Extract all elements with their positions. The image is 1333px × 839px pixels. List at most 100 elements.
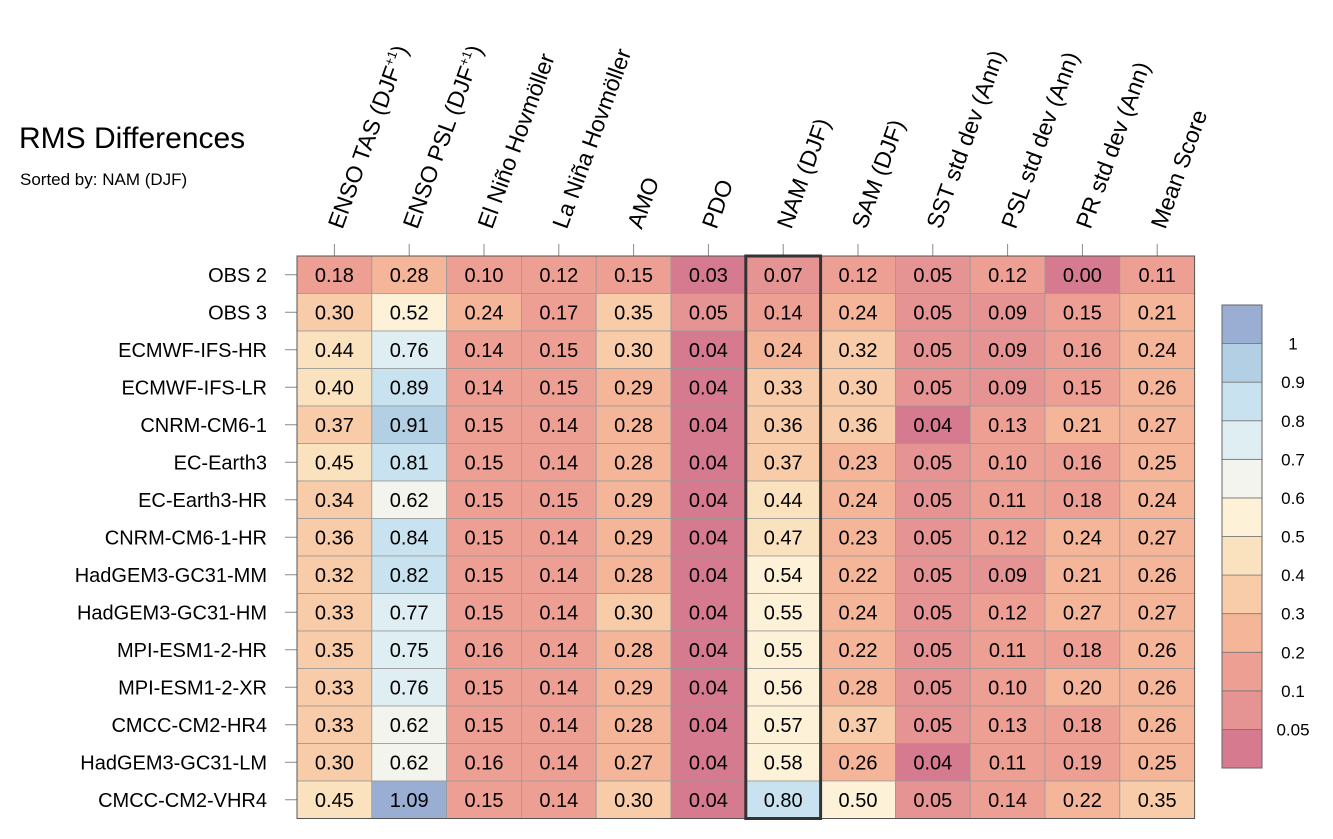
heatmap-cell — [745, 668, 821, 707]
cell-value: 0.05 — [913, 452, 952, 474]
colorbar-bin — [1221, 497, 1263, 537]
cell-value: 0.21 — [1063, 565, 1102, 587]
heatmap-cell — [446, 668, 522, 707]
heatmap-cell — [745, 255, 821, 294]
cell-value: 0.26 — [1138, 677, 1177, 699]
row-label: MPI-ESM1-2-HR — [117, 640, 267, 662]
heatmap-cell — [521, 518, 597, 557]
colorbar-bin — [1221, 420, 1263, 460]
cell-value: 0.15 — [465, 602, 504, 624]
cell-value: 0.04 — [689, 377, 728, 399]
cell-value: 0.22 — [839, 640, 878, 662]
colorbar-label: 0.05 — [1276, 720, 1309, 739]
cell-value: 0.55 — [764, 602, 803, 624]
cell-value: 0.27 — [1138, 602, 1177, 624]
heatmap-cell — [969, 705, 1046, 744]
heatmap-cell — [595, 368, 672, 407]
heatmap-cell — [595, 443, 672, 482]
heatmap-cell — [371, 593, 447, 632]
heatmap-cell — [1044, 630, 1121, 669]
heatmap-cell — [670, 293, 747, 332]
cell-value: 0.15 — [539, 490, 578, 512]
cell-value: 0.22 — [839, 565, 878, 587]
colorbar-bin — [1221, 536, 1263, 576]
cell-value: 0.14 — [539, 415, 578, 437]
heatmap-cell — [895, 518, 971, 557]
cell-value: 0.82 — [390, 565, 429, 587]
cell-value: 0.24 — [839, 602, 878, 624]
row-labels: OBS 2 OBS 3 ECMWF-IFS-HR ECMWF-IFS-LR CNRM-C… — [75, 265, 297, 812]
highlight-box — [744, 254, 823, 820]
cell-value: 0.26 — [839, 752, 878, 774]
cell-value: 0.36 — [839, 415, 878, 437]
colorbar-bin — [1221, 381, 1263, 422]
heatmap-cell — [296, 518, 373, 557]
heatmap-cell — [969, 668, 1046, 707]
colorbar-bin — [1221, 458, 1263, 499]
cell-value: 0.23 — [839, 452, 878, 474]
column-label-text: AMO — [622, 174, 664, 232]
cell-value: 0.57 — [764, 715, 803, 737]
cell-value: 0.16 — [465, 640, 504, 662]
cell-value: 0.30 — [315, 302, 354, 324]
cell-value: 0.24 — [1138, 340, 1177, 362]
cell-value: 0.03 — [689, 265, 728, 287]
heatmap-cell — [595, 330, 672, 369]
cell-value: 0.04 — [689, 640, 728, 662]
cell-value: 0.26 — [1138, 377, 1177, 399]
heatmap-cell — [371, 255, 447, 294]
heatmap-cell — [595, 593, 672, 632]
row-label: HadGEM3-GC31-HM — [77, 602, 267, 624]
colorbar-bin — [1221, 651, 1263, 692]
cell-value: 0.15 — [465, 490, 504, 512]
heatmap-cell — [895, 668, 971, 707]
heatmap-cell — [670, 518, 747, 557]
cell-value: 0.28 — [614, 640, 653, 662]
row-label: CNRM-CM6-1-HR — [105, 527, 267, 549]
heatmap-cell — [446, 630, 522, 669]
cell-value: 0.14 — [988, 790, 1027, 812]
heatmap-cell — [745, 518, 821, 557]
heatmap-cell — [969, 330, 1046, 369]
heatmap-cell — [745, 743, 821, 782]
heatmap-cell — [371, 518, 447, 557]
heatmap-cell — [371, 330, 447, 369]
heatmap-cell — [371, 630, 447, 669]
cell-value: 0.33 — [315, 602, 354, 624]
heatmap-cell — [670, 668, 747, 707]
heatmap-cell — [595, 743, 672, 782]
cell-value: 0.04 — [689, 527, 728, 549]
heatmap-cell — [595, 405, 672, 444]
heatmap-cell — [670, 405, 747, 444]
column-label: SST std dev (Ann) — [921, 47, 1010, 232]
heatmap-cell — [670, 630, 747, 669]
heatmap-cell — [595, 255, 672, 294]
cell-value: 0.24 — [839, 490, 878, 512]
cell-value: 0.04 — [689, 452, 728, 474]
cell-value: 0.27 — [1138, 415, 1177, 437]
cell-value: 0.35 — [315, 640, 354, 662]
colorbar-label: 0.1 — [1281, 682, 1305, 701]
heatmap-cell — [371, 668, 447, 707]
cell-value: 0.04 — [913, 752, 952, 774]
heatmap-cell — [1119, 743, 1196, 782]
colorbar-label: 0.9 — [1281, 373, 1305, 392]
heatmap-cell — [1044, 705, 1121, 744]
heatmap-cell — [1119, 255, 1196, 294]
cell-value: 0.23 — [839, 527, 878, 549]
cell-value: 0.14 — [539, 790, 578, 812]
cell-value: 0.00 — [1063, 265, 1102, 287]
cell-value: 0.25 — [1138, 452, 1177, 474]
cell-value: 0.11 — [989, 752, 1026, 774]
row-label: CMCC-CM2-HR4 — [111, 715, 267, 737]
cell-value: 0.29 — [614, 490, 653, 512]
cell-value: 0.33 — [764, 377, 803, 399]
row-label: CMCC-CM2-VHR4 — [98, 790, 267, 812]
column-label-text: SAM (DJF) — [846, 116, 909, 232]
cell-value: 0.32 — [315, 565, 354, 587]
colorbar-label: 0.4 — [1281, 566, 1305, 585]
heatmap-cell — [446, 255, 522, 294]
column-label-text: PDO — [697, 176, 738, 232]
cell-value: 0.05 — [913, 490, 952, 512]
